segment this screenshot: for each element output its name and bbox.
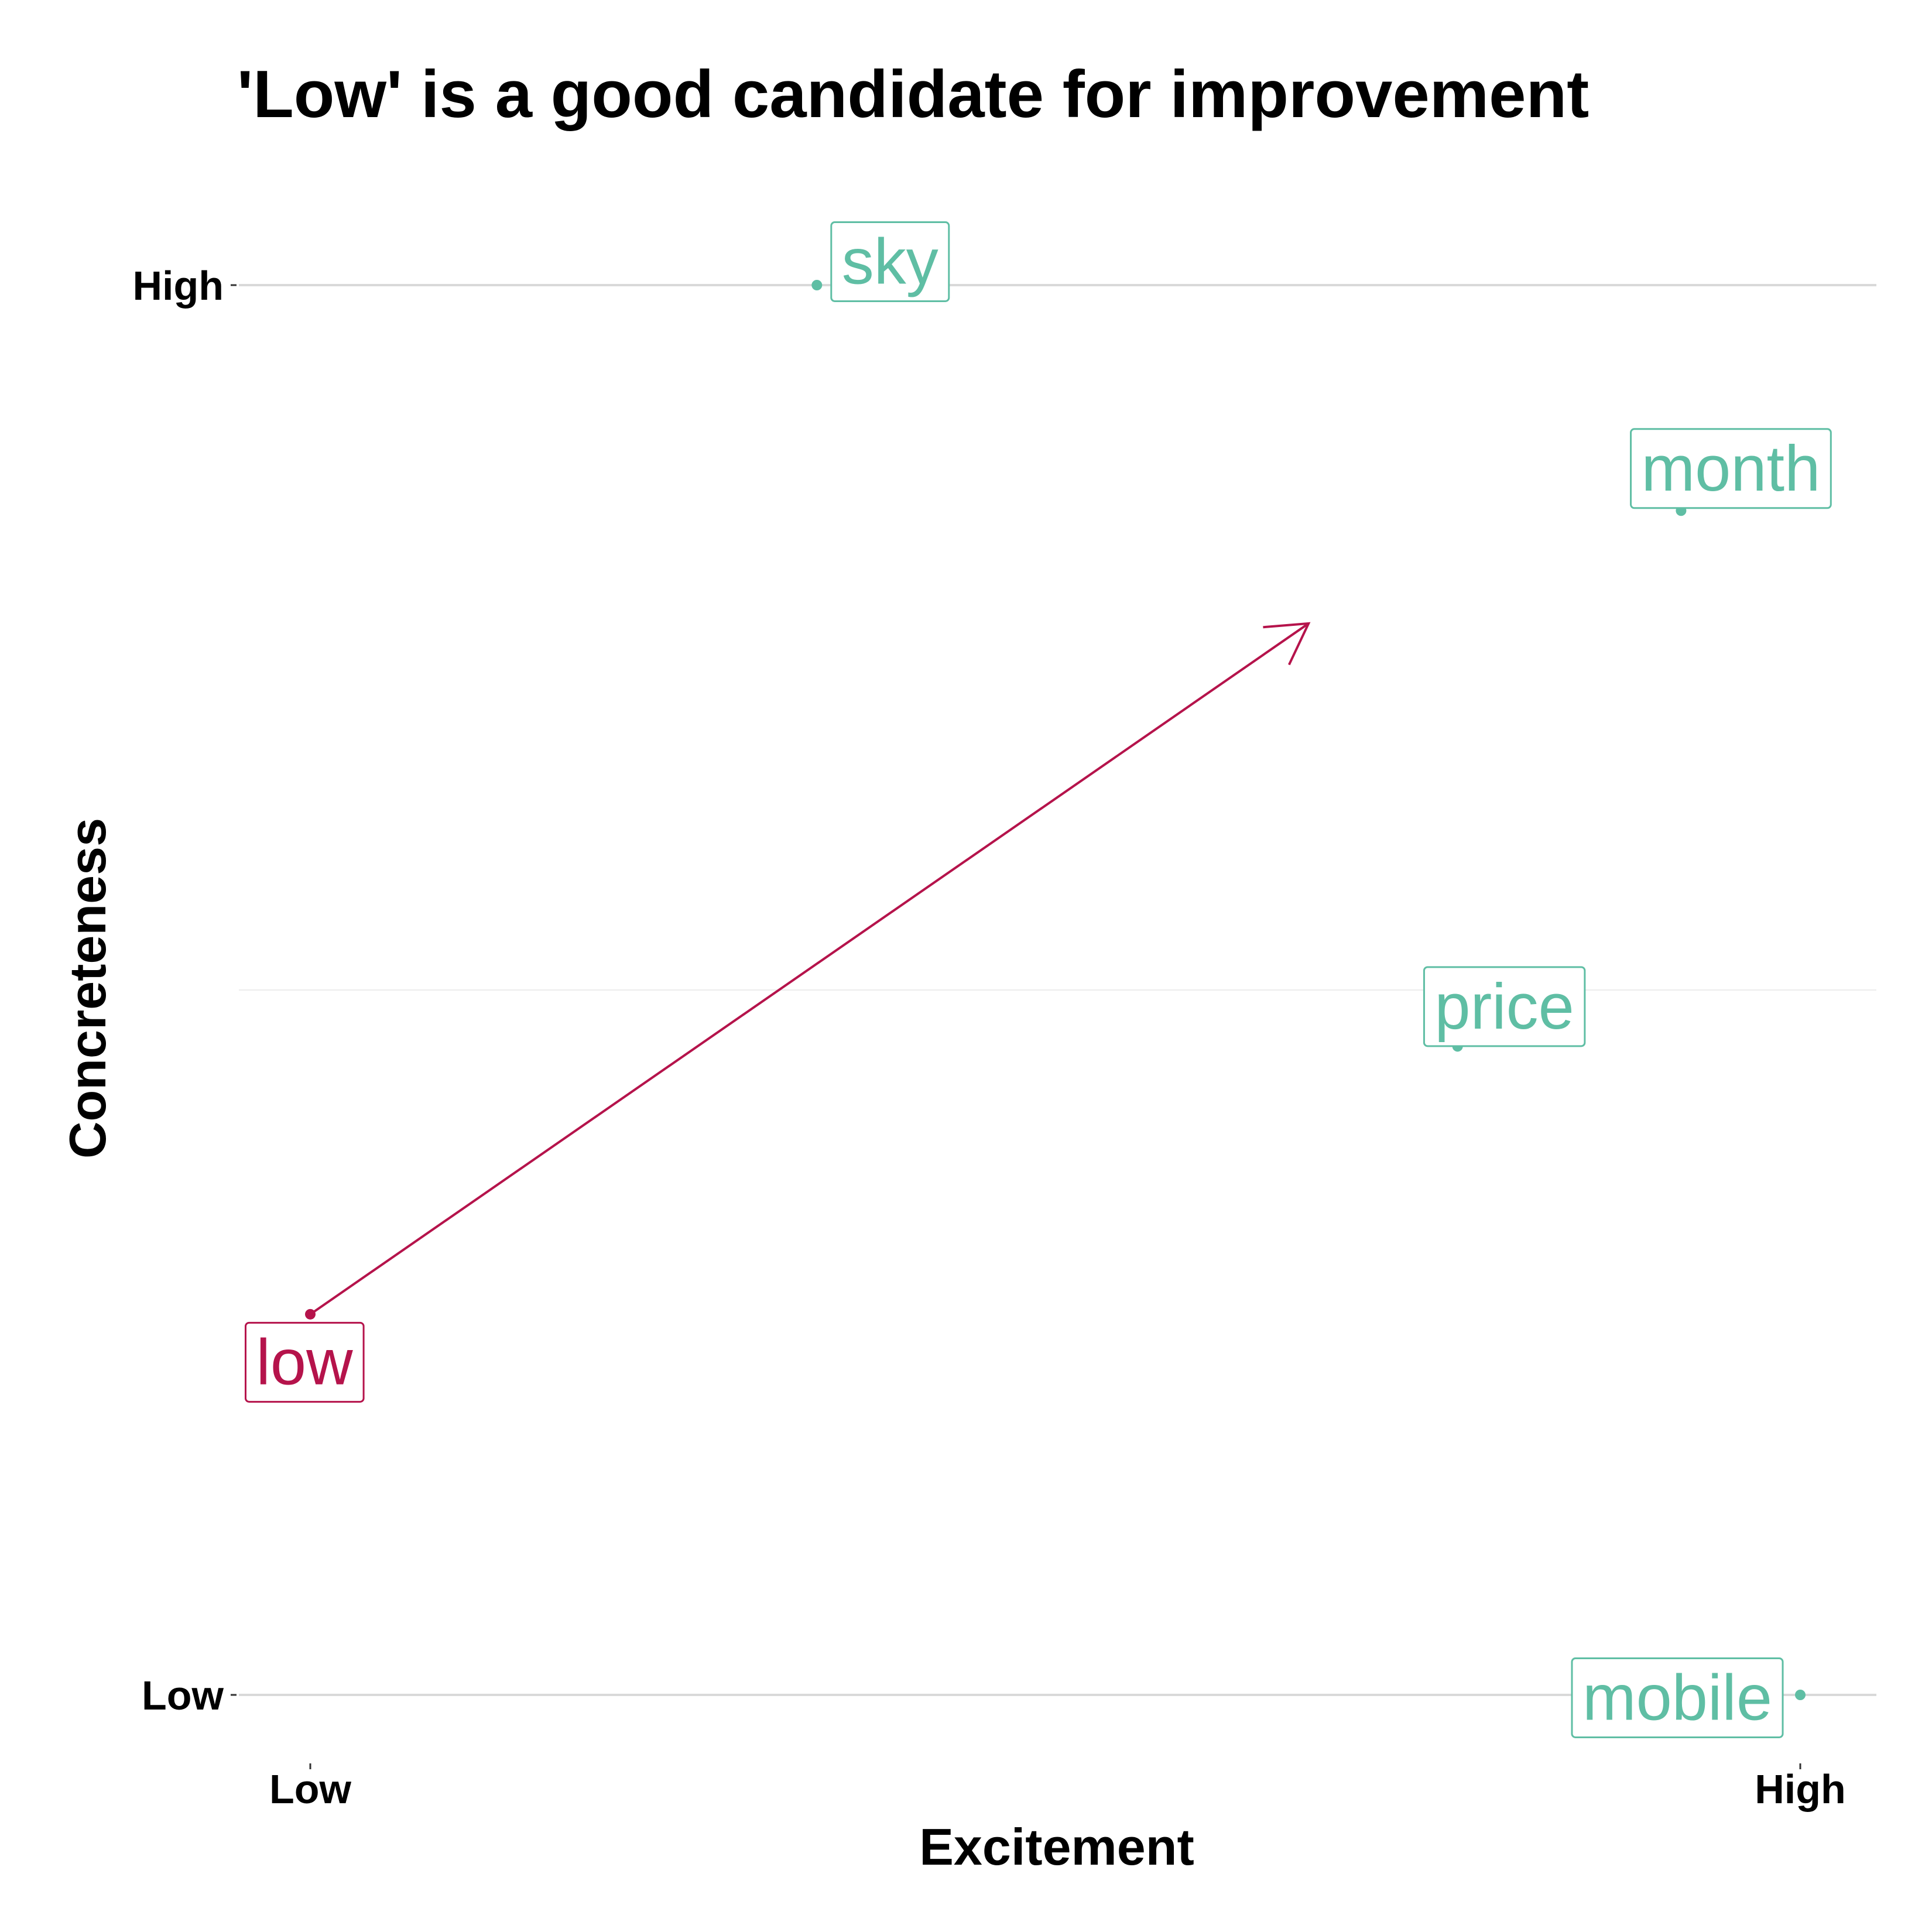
label-box-price xyxy=(1423,966,1586,1047)
improvement-arrow-group xyxy=(309,622,1311,1316)
y-axis-title: Concreteness xyxy=(59,818,117,1159)
point-label-sky: sky xyxy=(830,221,950,302)
arrow-head-icon xyxy=(1263,622,1311,666)
point-mobile xyxy=(1795,1690,1806,1700)
x-axis-title: Excitement xyxy=(919,1818,1194,1876)
point-low xyxy=(305,1308,316,1320)
improvement-arrow xyxy=(309,622,1310,1316)
point-label-low: low xyxy=(244,1321,365,1403)
point-label-mobile: mobile xyxy=(1571,1657,1784,1738)
y-tick-label-high: High xyxy=(132,263,224,309)
y-tick-label-low: Low xyxy=(142,1673,224,1718)
label-box-mobile xyxy=(1571,1657,1784,1738)
label-text-month: month xyxy=(1642,433,1821,505)
label-box-sky xyxy=(830,221,950,302)
label-text-low: low xyxy=(256,1326,353,1398)
x-tick-label-high: High xyxy=(1755,1766,1846,1812)
point-label-price: price xyxy=(1423,966,1586,1047)
label-box-month xyxy=(1630,428,1832,509)
point-label-month: month xyxy=(1630,428,1832,509)
label-text-price: price xyxy=(1434,971,1574,1043)
axis-ticks: Low High Low High xyxy=(132,263,1845,1812)
label-text-mobile: mobile xyxy=(1582,1662,1772,1734)
chart-title: 'Low' is a good candidate for improvemen… xyxy=(237,57,1589,132)
point-sky xyxy=(811,280,823,290)
x-tick-label-low: Low xyxy=(269,1766,352,1812)
label-box-low xyxy=(244,1321,365,1403)
label-text-sky: sky xyxy=(842,226,938,298)
data-points: sky month price low mobile xyxy=(244,221,1832,1738)
